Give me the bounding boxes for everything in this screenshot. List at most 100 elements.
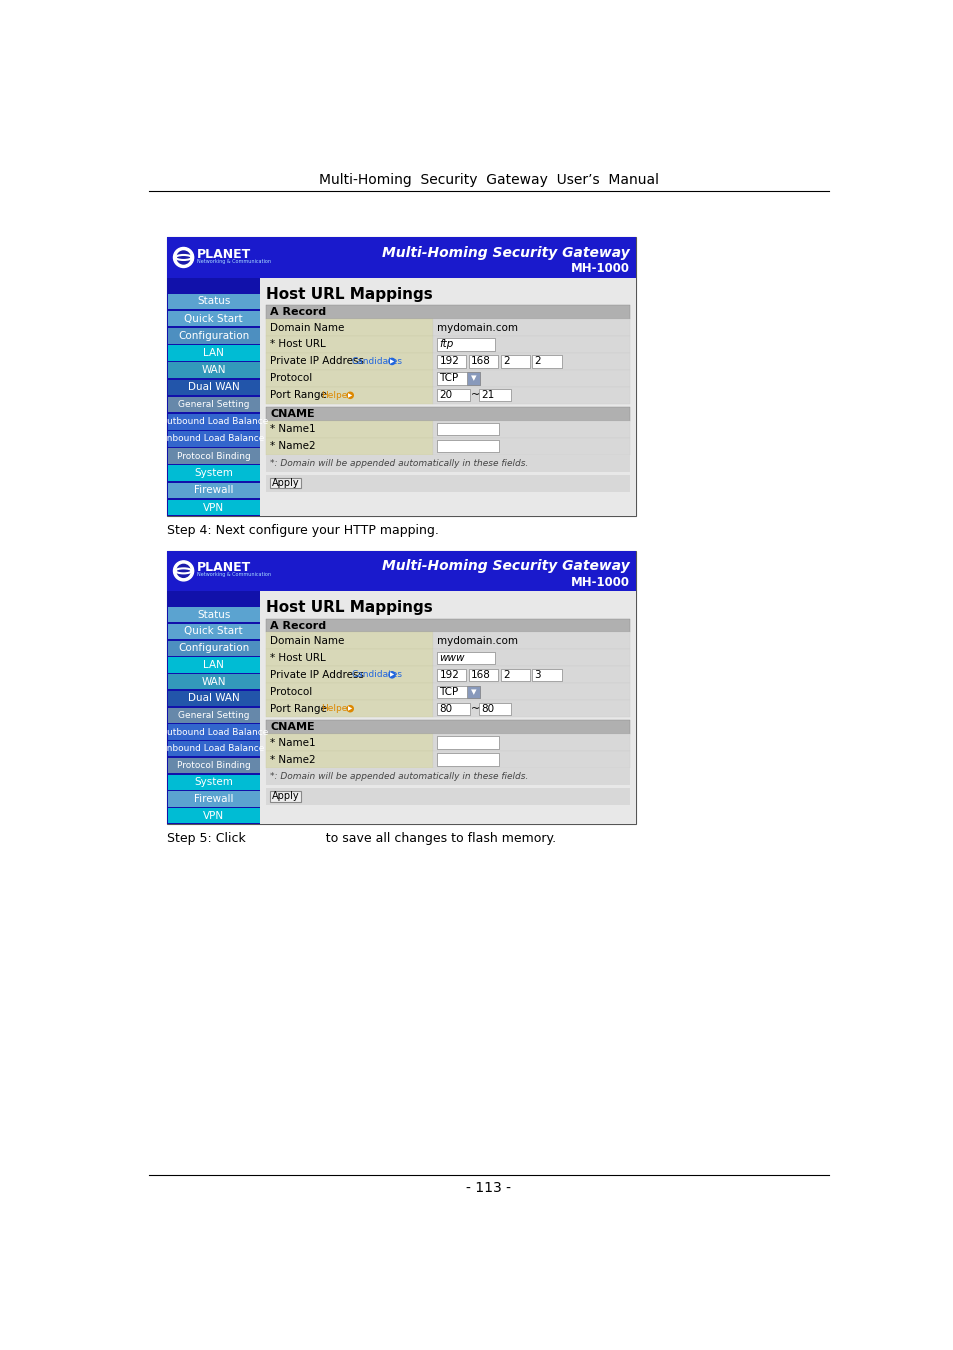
- Text: Host URL Mappings: Host URL Mappings: [266, 601, 433, 616]
- FancyBboxPatch shape: [433, 667, 629, 683]
- FancyBboxPatch shape: [266, 387, 433, 404]
- Text: Inbound Load Balance: Inbound Load Balance: [164, 744, 264, 753]
- FancyBboxPatch shape: [266, 406, 629, 421]
- FancyBboxPatch shape: [168, 641, 259, 656]
- Text: Candidates: Candidates: [352, 671, 402, 679]
- FancyBboxPatch shape: [260, 278, 636, 516]
- Text: Multi-Homing Security Gateway: Multi-Homing Security Gateway: [382, 559, 629, 572]
- FancyBboxPatch shape: [433, 352, 629, 370]
- Text: Firewall: Firewall: [193, 486, 233, 495]
- FancyBboxPatch shape: [436, 652, 495, 664]
- Text: * Name1: * Name1: [270, 424, 315, 435]
- Text: System: System: [194, 778, 233, 787]
- Text: ftp: ftp: [439, 339, 454, 350]
- FancyBboxPatch shape: [266, 632, 433, 649]
- FancyBboxPatch shape: [168, 757, 259, 774]
- FancyBboxPatch shape: [168, 466, 259, 481]
- Text: Helper: Helper: [320, 390, 351, 400]
- FancyBboxPatch shape: [168, 500, 259, 516]
- Text: 21: 21: [480, 390, 494, 401]
- Text: 192: 192: [439, 670, 458, 680]
- Text: Protocol: Protocol: [270, 687, 313, 697]
- FancyBboxPatch shape: [168, 310, 259, 327]
- FancyBboxPatch shape: [168, 397, 259, 412]
- Text: Quick Start: Quick Start: [184, 626, 243, 636]
- Text: Protocol Binding: Protocol Binding: [176, 761, 251, 770]
- FancyBboxPatch shape: [167, 551, 636, 591]
- Text: Configuration: Configuration: [178, 331, 249, 340]
- FancyBboxPatch shape: [478, 389, 511, 401]
- FancyBboxPatch shape: [168, 328, 259, 344]
- Text: 80: 80: [480, 703, 494, 714]
- Text: TCP: TCP: [439, 374, 458, 383]
- FancyBboxPatch shape: [168, 294, 259, 309]
- Text: Inbound Load Balance: Inbound Load Balance: [164, 435, 264, 443]
- FancyBboxPatch shape: [436, 339, 495, 351]
- Text: 168: 168: [471, 670, 491, 680]
- Text: mydomain.com: mydomain.com: [436, 636, 517, 645]
- FancyBboxPatch shape: [433, 632, 629, 649]
- Text: WAN: WAN: [201, 676, 226, 687]
- Text: WAN: WAN: [201, 366, 226, 375]
- Text: 20: 20: [439, 390, 452, 401]
- Text: Networking & Communication: Networking & Communication: [196, 572, 271, 578]
- Text: Step 5: Click                    to save all changes to flash memory.: Step 5: Click to save all changes to fla…: [167, 832, 556, 845]
- FancyBboxPatch shape: [266, 667, 433, 683]
- FancyBboxPatch shape: [167, 591, 260, 825]
- FancyBboxPatch shape: [266, 788, 629, 805]
- FancyBboxPatch shape: [167, 238, 636, 516]
- Text: System: System: [194, 468, 233, 478]
- FancyBboxPatch shape: [436, 373, 479, 385]
- Text: ~: ~: [471, 390, 480, 401]
- Text: Candidates: Candidates: [352, 356, 402, 366]
- Text: Configuration: Configuration: [178, 643, 249, 653]
- Text: ▾: ▾: [470, 374, 476, 383]
- FancyBboxPatch shape: [433, 437, 629, 455]
- FancyBboxPatch shape: [436, 423, 498, 435]
- FancyBboxPatch shape: [168, 379, 259, 396]
- Circle shape: [389, 672, 395, 678]
- Text: A Record: A Record: [270, 308, 326, 317]
- FancyBboxPatch shape: [270, 478, 301, 489]
- FancyBboxPatch shape: [500, 355, 530, 367]
- Text: Dual WAN: Dual WAN: [188, 694, 239, 703]
- FancyBboxPatch shape: [433, 319, 629, 336]
- Text: 2: 2: [502, 356, 509, 366]
- FancyBboxPatch shape: [436, 686, 479, 698]
- Text: Status: Status: [197, 610, 231, 620]
- FancyBboxPatch shape: [433, 683, 629, 701]
- Text: Networking & Communication: Networking & Communication: [196, 259, 271, 263]
- Text: *: Domain will be appended automatically in these fields.: *: Domain will be appended automatically…: [270, 772, 528, 780]
- Text: Private IP Address: Private IP Address: [270, 356, 364, 366]
- FancyBboxPatch shape: [266, 683, 433, 701]
- Text: 80: 80: [439, 703, 452, 714]
- FancyBboxPatch shape: [168, 657, 259, 672]
- FancyBboxPatch shape: [266, 305, 629, 319]
- Text: MH-1000: MH-1000: [571, 262, 629, 275]
- Text: *: Domain will be appended automatically in these fields.: *: Domain will be appended automatically…: [270, 459, 528, 467]
- Circle shape: [177, 564, 190, 578]
- Text: ~: ~: [471, 703, 480, 714]
- Text: - 113 -: - 113 -: [466, 1181, 511, 1195]
- Text: PLANET: PLANET: [196, 248, 251, 261]
- FancyBboxPatch shape: [167, 278, 260, 516]
- FancyBboxPatch shape: [433, 751, 629, 768]
- FancyBboxPatch shape: [433, 421, 629, 437]
- FancyBboxPatch shape: [468, 355, 497, 367]
- Circle shape: [347, 706, 353, 711]
- Text: www: www: [439, 653, 464, 663]
- Text: Outbound Load Balance: Outbound Load Balance: [159, 728, 268, 737]
- FancyBboxPatch shape: [436, 668, 466, 680]
- Text: * Name2: * Name2: [270, 441, 315, 451]
- FancyBboxPatch shape: [168, 414, 259, 429]
- Text: Status: Status: [197, 297, 231, 306]
- FancyBboxPatch shape: [266, 336, 433, 352]
- Text: LAN: LAN: [203, 348, 224, 358]
- FancyBboxPatch shape: [168, 707, 259, 722]
- Text: 192: 192: [439, 356, 458, 366]
- FancyBboxPatch shape: [436, 355, 466, 367]
- Text: MH-1000: MH-1000: [571, 575, 629, 589]
- FancyBboxPatch shape: [436, 753, 498, 765]
- Text: 168: 168: [471, 356, 491, 366]
- Text: ▶: ▶: [348, 393, 352, 398]
